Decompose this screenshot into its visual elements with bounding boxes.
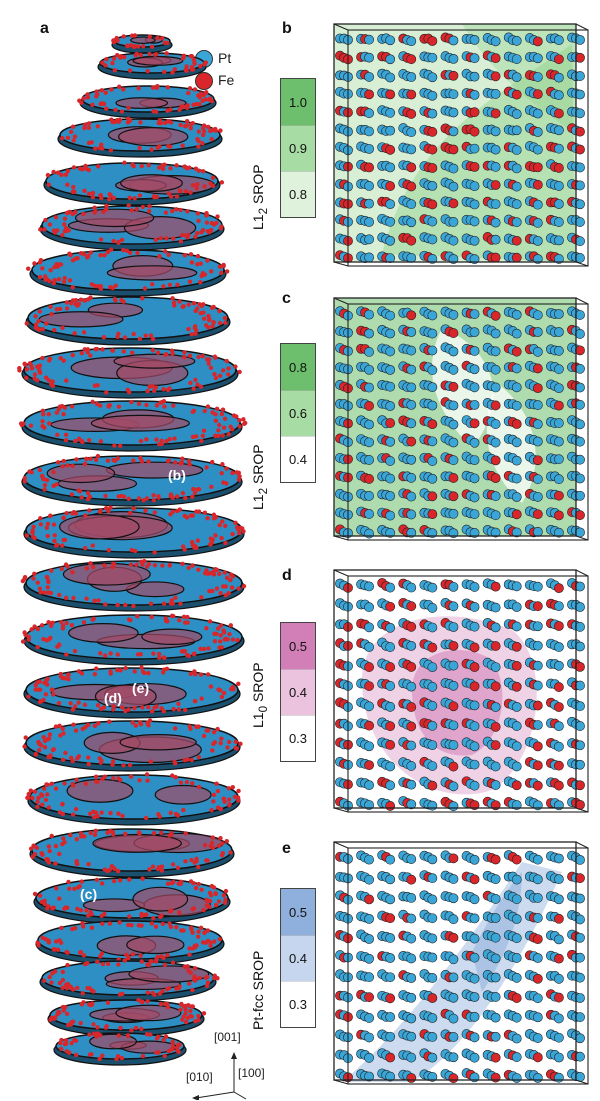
slice-15 [23,665,241,719]
slice-12 [23,505,246,559]
panel-label-e: e [282,840,291,857]
fe-legend-label: Fe [218,72,235,88]
panel-label-c: c [282,290,291,307]
crystal-structure-e [333,841,589,1085]
slice-13 [20,559,247,612]
scalebar-d-tick-low: 0.3 [281,715,315,761]
scalebar-d-tick-mid: 0.4 [281,669,315,715]
slice-tag-d: (d) [104,690,122,706]
scalebar-c-tick-high: 0.8 [281,344,315,390]
axis-label-100: [100] [238,1066,265,1080]
slice-tag-c: (c) [80,886,98,902]
scalebar-c-tick-low: 0.4 [281,436,315,482]
scalebar-d-tick-high: 0.5 [281,623,315,669]
slice-11 [21,453,243,507]
slice-3 [77,83,217,119]
slice-17 [25,772,241,826]
panel-label-d: d [282,567,292,584]
scalebar-d: 0.5 0.4 0.3 [280,622,316,762]
slice-21 [39,958,220,1002]
scalebar-e: 0.5 0.4 0.3 [280,888,316,1028]
axis-label-001: [001] [214,1030,241,1044]
scalebar-b: 1.0 0.9 0.8 [280,78,316,218]
slice-16 [22,718,243,772]
scalebar-e-tick-low: 0.3 [281,981,315,1027]
slice-23 [53,1031,187,1066]
srop-label-e: Pt-fcc SROP [250,950,266,1030]
slice-9 [17,346,242,399]
scalebar-c-tick-mid: 0.6 [281,390,315,436]
srop-label-b: L12 SROP [250,164,270,230]
crystal-structure-b [333,23,589,267]
scalebar-e-tick-mid: 0.4 [281,935,315,981]
srop-label-d: L10 SROP [250,662,270,728]
fe-legend-marker [195,72,213,90]
slice-19 [32,876,231,925]
slice-2 [97,51,209,80]
slice-stack-diagram [17,33,248,1066]
slice-20 [35,920,225,966]
crystal-structure-d [333,569,589,813]
slice-tag-b: (b) [168,467,186,483]
slice-tag-e: (e) [132,680,150,696]
scalebar-c: 0.8 0.6 0.4 [280,343,316,483]
slice-7 [26,247,230,297]
slice-8 [24,295,231,346]
scalebar-b-tick-low: 0.8 [281,171,315,217]
panel-label-a: a [40,20,49,37]
slice-4 [57,116,223,158]
srop-label-c: L12 SROP [250,444,270,510]
slice-5 [43,160,225,206]
axis-triad [192,1052,247,1100]
slice-10 [18,398,248,452]
pt-legend-label: Pt [218,50,232,66]
panel-label-b: b [282,20,292,37]
slice-18 [28,828,235,878]
slice-1 [111,33,173,54]
scalebar-b-tick-mid: 0.9 [281,125,315,171]
slice-14 [20,613,245,666]
scalebar-b-tick-high: 1.0 [281,79,315,125]
crystal-structure-c [333,297,589,541]
scalebar-e-tick-high: 0.5 [281,889,315,935]
slice-22 [47,997,207,1037]
axis-label-010: [010] [186,1070,213,1084]
slice-6 [38,203,225,251]
